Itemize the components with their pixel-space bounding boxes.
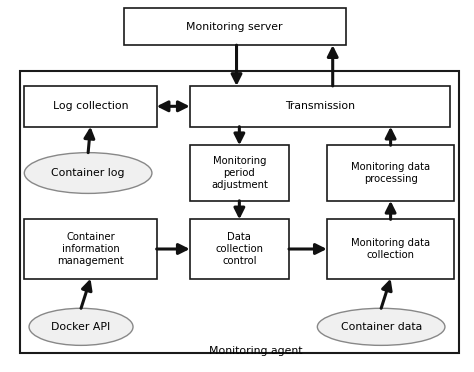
Text: Data
collection
control: Data collection control: [215, 232, 264, 266]
Ellipse shape: [318, 308, 445, 345]
Text: Monitoring agent: Monitoring agent: [209, 346, 303, 356]
Text: Monitoring server: Monitoring server: [186, 22, 283, 32]
FancyBboxPatch shape: [190, 145, 289, 201]
FancyBboxPatch shape: [190, 219, 289, 279]
FancyBboxPatch shape: [24, 86, 156, 127]
Text: Docker API: Docker API: [51, 322, 110, 332]
Text: Transmission: Transmission: [285, 101, 355, 111]
FancyBboxPatch shape: [327, 145, 455, 201]
Text: Monitoring
period
adjustment: Monitoring period adjustment: [211, 155, 268, 190]
FancyBboxPatch shape: [327, 219, 455, 279]
Text: Container log: Container log: [51, 168, 125, 178]
FancyBboxPatch shape: [24, 219, 156, 279]
FancyBboxPatch shape: [190, 86, 450, 127]
Text: Container data: Container data: [340, 322, 422, 332]
Text: Monitoring data
collection: Monitoring data collection: [351, 238, 430, 260]
Text: Log collection: Log collection: [53, 101, 128, 111]
Ellipse shape: [24, 153, 152, 193]
FancyBboxPatch shape: [124, 8, 346, 45]
Text: Container
information
management: Container information management: [57, 232, 124, 266]
Text: Monitoring data
processing: Monitoring data processing: [351, 162, 430, 184]
Ellipse shape: [29, 308, 133, 345]
